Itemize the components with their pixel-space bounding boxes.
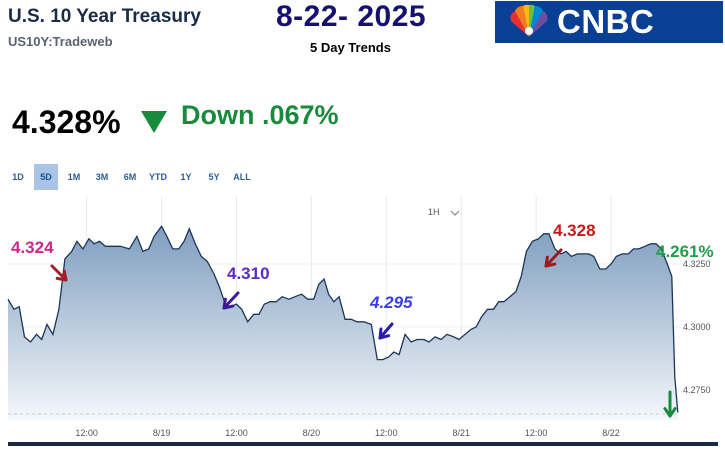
instrument-symbol: US10Y:Tradeweb (8, 34, 113, 49)
current-price: 4.328% (12, 104, 121, 140)
cnbc-logo: CNBC (495, 1, 723, 43)
down-triangle-icon (141, 111, 167, 133)
x-tick-label: 8/20 (303, 428, 321, 438)
annotation-arrows (50, 248, 677, 418)
trend-label: 5 Day Trends (310, 40, 391, 55)
range-tab-5y[interactable]: 5Y (208, 172, 220, 182)
x-tick-label: 12:00 (225, 428, 248, 438)
annotation-4-295: 4.295 (370, 293, 413, 312)
y-tick-label: 4.3000 (683, 322, 711, 332)
annotation-4-324: 4.324 (11, 238, 54, 257)
y-tick-label: 4.2750 (683, 385, 711, 395)
range-tab-1y[interactable]: 1Y (180, 172, 192, 182)
range-tab-ytd[interactable]: YTD (149, 172, 167, 182)
y-axis: 4.3250 4.3000 4.2750 (683, 259, 711, 395)
interval-select[interactable]: 1H (428, 207, 460, 217)
annotation-4-310: 4.310 (227, 264, 270, 283)
peacock-icon (510, 4, 548, 37)
chevron-down-icon (450, 210, 460, 216)
annotation-4-261: 4.261% (656, 242, 714, 261)
x-tick-label: 8/22 (602, 428, 620, 438)
series-line (7, 224, 679, 413)
range-tab-1m[interactable]: 1M (67, 172, 81, 182)
annotation-arrow (378, 322, 394, 340)
range-tab-5d[interactable]: 5D (34, 164, 58, 190)
y-tick-label: 4.3250 (683, 259, 711, 269)
range-tabs: 1D 5D 1M 3M 6M YTD 1Y 5Y ALL (6, 164, 258, 190)
interval-label: 1H (428, 207, 440, 217)
annotation-arrow (222, 291, 240, 310)
x-tick-label: 12:00 (375, 428, 398, 438)
annotation-4-328: 4.328 (553, 221, 596, 240)
price-change: Down .067% (181, 100, 339, 130)
range-tab-6m[interactable]: 6M (123, 172, 137, 182)
annotation-arrow (544, 248, 563, 268)
instrument-title: U.S. 10 Year Treasury (8, 6, 201, 27)
annotation-arrow (50, 264, 68, 282)
range-tab-1d[interactable]: 1D (12, 172, 24, 182)
area-fill (8, 226, 678, 420)
logo-text: CNBC (557, 3, 655, 40)
yield-chart: 12:00 8/19 12:00 8/20 12:00 8/21 12:00 8/22 4.3… (7, 196, 711, 438)
annotation-arrow (663, 390, 677, 418)
x-tick-label: 8/21 (452, 428, 470, 438)
bottom-divider (8, 442, 718, 446)
x-tick-label: 8/19 (153, 428, 171, 438)
x-tick-label: 12:00 (525, 428, 548, 438)
range-tab-all[interactable]: ALL (233, 172, 251, 182)
range-tab-3m[interactable]: 3M (95, 172, 109, 182)
report-date: 8-22- 2025 (276, 0, 427, 33)
x-tick-label: 12:00 (75, 428, 98, 438)
x-axis: 12:00 8/19 12:00 8/20 12:00 8/21 12:00 8/22 (75, 428, 619, 438)
